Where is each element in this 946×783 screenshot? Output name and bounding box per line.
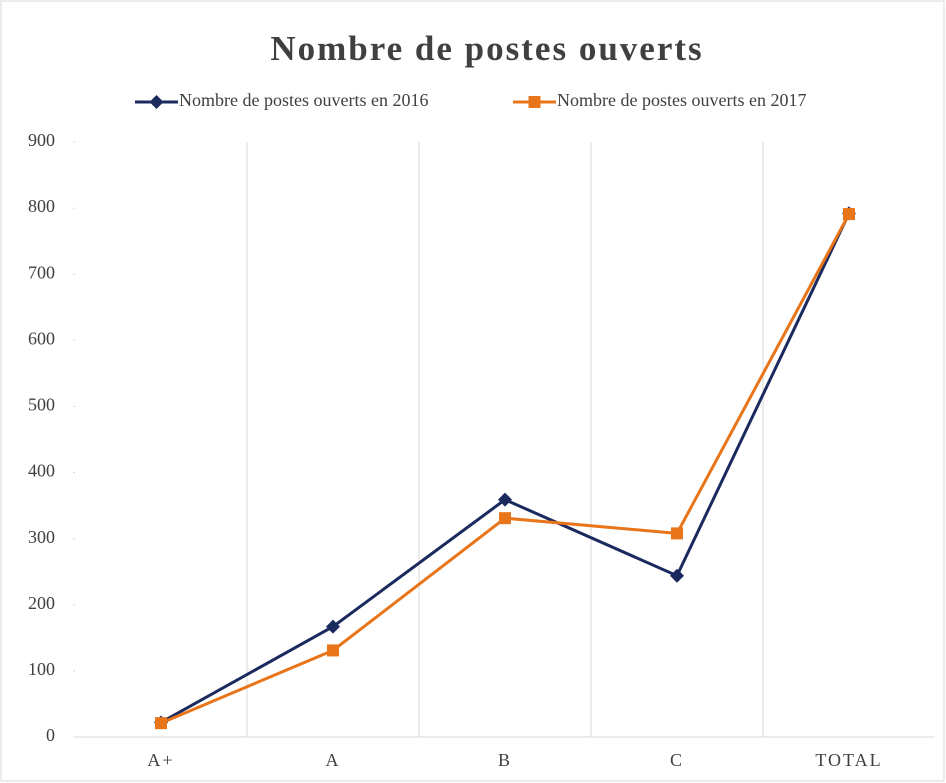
y-tick-label: 700 — [28, 262, 55, 282]
marker — [843, 208, 855, 221]
marker — [155, 717, 167, 730]
y-tick-label: 200 — [28, 593, 55, 613]
marker — [670, 568, 684, 583]
marker — [149, 95, 164, 109]
x-tick-label: B — [498, 750, 512, 770]
marker — [498, 492, 512, 507]
y-tick-label: 0 — [46, 725, 55, 745]
x-tick-label: A — [326, 750, 341, 770]
marker — [499, 512, 511, 525]
marker — [671, 527, 683, 540]
marker — [327, 644, 339, 657]
x-tick-label: C — [670, 750, 684, 770]
y-tick-label: 100 — [28, 659, 55, 679]
y-tick-label: 600 — [28, 328, 55, 348]
y-tick-label: 900 — [28, 130, 55, 150]
y-tick-label: 500 — [28, 395, 55, 415]
marker — [528, 96, 541, 108]
y-tick-label: 300 — [28, 527, 55, 547]
y-tick-label: 400 — [28, 461, 55, 481]
x-tick-label: TOTAL — [815, 750, 882, 770]
legend-label: Nombre de postes ouverts en 2016 — [179, 90, 428, 110]
y-tick-label: 800 — [28, 196, 55, 216]
chart-title: Nombre de postes ouverts — [270, 29, 703, 68]
marker — [326, 619, 340, 634]
x-tick-label: A+ — [147, 750, 174, 770]
legend-label: Nombre de postes ouverts en 2017 — [557, 90, 806, 110]
